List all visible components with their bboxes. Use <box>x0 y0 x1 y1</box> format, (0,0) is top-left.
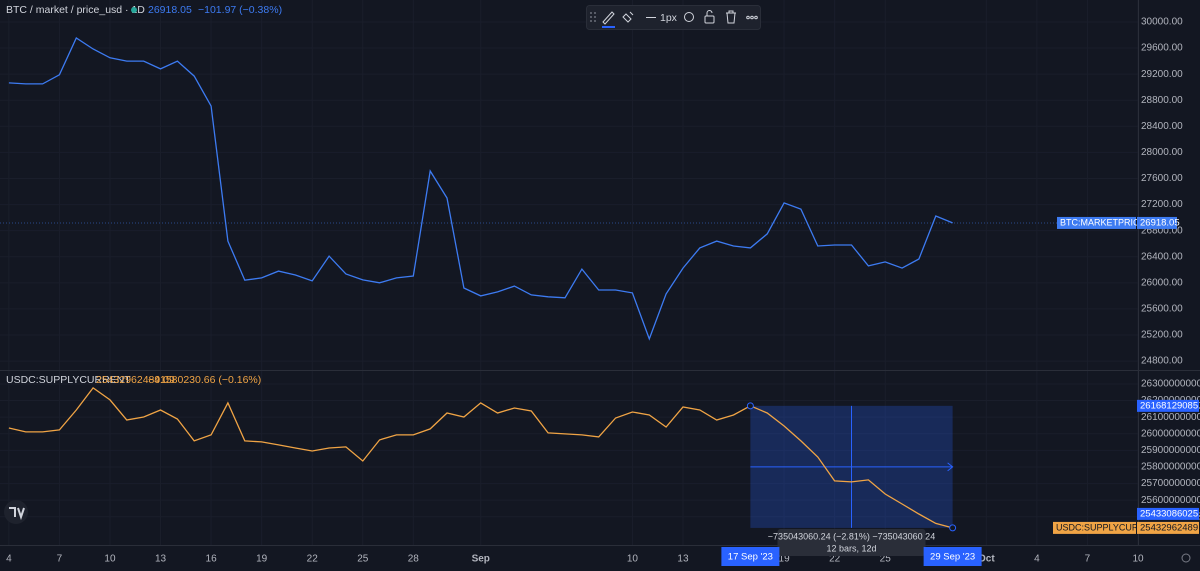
price-tag-name: USDC:SUPPLYCURRENT <box>1056 522 1163 532</box>
x-tick-label: 10 <box>1132 554 1144 565</box>
fill-icon[interactable] <box>622 11 634 23</box>
y-tick-label: 29200.00 <box>1141 69 1183 80</box>
more-icon[interactable] <box>746 15 758 20</box>
tv-logo[interactable] <box>4 500 28 524</box>
x-tick-label: 16 <box>206 554 218 565</box>
x-tick-label: 19 <box>779 554 791 565</box>
measure-label-bg <box>777 529 926 556</box>
series-line <box>8 387 953 529</box>
pencil-icon[interactable] <box>602 11 615 25</box>
y-tick-label: 26400.00 <box>1141 251 1183 262</box>
plot-layer: 24800.00 25200.00 25600.00 26000.00 26400.00… <box>0 17 1200 566</box>
y-tick-label: 25600000000.00 <box>1141 495 1200 506</box>
time-range-tag <box>721 547 780 566</box>
y-tick-label: 29600.00 <box>1141 43 1183 54</box>
y-tick-label: 26100000000.00 <box>1141 412 1200 423</box>
y-tick-label: 28400.00 <box>1141 121 1183 132</box>
price-tag-value-bg <box>1137 216 1177 229</box>
measure-price-label: 25433086025.74 <box>1140 508 1200 519</box>
y-tick-label: 26000.00 <box>1141 277 1183 288</box>
measure-change: −735043060.24 (−2.81%) −735043060 24 <box>768 531 935 541</box>
price-tag-value: 25432962489.09 <box>1140 522 1200 533</box>
x-tick-label: 28 <box>408 554 420 565</box>
series-title: BTC / market / price_usd · 1D <box>6 4 145 16</box>
price-tag-name-bg <box>1053 521 1136 534</box>
x-tick-label: 13 <box>677 554 689 565</box>
y-tick-label: 26800.00 <box>1141 225 1183 236</box>
x-tick-label: 4 <box>6 554 12 565</box>
change-value: −41580230.66 (−0.16%) <box>148 374 261 386</box>
measure-price-label: 26168129085.98 <box>1140 400 1200 411</box>
measure-bars: 12 bars, 12d <box>826 543 876 553</box>
x-tick-label: 4 <box>1034 554 1040 565</box>
y-tick-label: 26300000000.00 <box>1141 379 1200 390</box>
price-tag-value-bg <box>1137 521 1199 534</box>
x-tick-label: 25 <box>357 554 369 565</box>
last-value: 26918.05 <box>148 4 192 16</box>
measure-handle[interactable] <box>949 524 957 532</box>
lock-icon[interactable] <box>704 15 715 24</box>
delete-icon[interactable] <box>726 10 736 24</box>
series-line <box>8 37 953 341</box>
drag-handle <box>590 12 596 22</box>
settings-icon[interactable] <box>684 12 694 22</box>
y-tick-label: 25900000000.00 <box>1141 445 1200 456</box>
x-tick-label: 10 <box>627 554 639 565</box>
time-range-label: 17 Sep '23 <box>728 552 773 563</box>
grid <box>0 0 1138 545</box>
last-value: 25432962489.09 <box>96 374 175 386</box>
time-range-tag <box>923 547 982 566</box>
axis-settings-icon[interactable] <box>1181 553 1191 563</box>
time-range-label: 29 Sep '23 <box>930 552 975 563</box>
x-tick-label: Oct <box>978 554 995 565</box>
y-tick-label: 25600.00 <box>1141 304 1183 315</box>
change-value: −101.97 (−0.38%) <box>198 4 282 16</box>
x-tick-label: 13 <box>155 554 167 565</box>
y-tick-label: 27600.00 <box>1141 173 1183 184</box>
price-tag-name-bg <box>1057 216 1136 229</box>
measure-price-tag <box>1137 507 1199 520</box>
y-tick-label: 25700000000.00 <box>1141 478 1200 489</box>
y-tick-label: 24800.00 <box>1141 356 1183 367</box>
x-tick-label: 22 <box>307 554 319 565</box>
toolbar-bg <box>586 5 761 30</box>
y-tick-label: 27200.00 <box>1141 199 1183 210</box>
status-dot <box>131 7 137 13</box>
measure-price-tag <box>1137 399 1199 412</box>
x-tick-label: 19 <box>256 554 268 565</box>
series-title: USDC:SUPPLYCURRENT <box>6 374 131 386</box>
price-tag-name: BTC:MARKETPRICEUSD <box>1060 217 1165 227</box>
y-tick-label: 28800.00 <box>1141 95 1183 106</box>
x-tick-label: 22 <box>829 554 841 565</box>
x-tick-label: Sep <box>472 554 490 565</box>
measure-handle[interactable] <box>746 402 754 410</box>
line-width-label[interactable]: 1px <box>660 12 678 24</box>
lock-shackle <box>706 10 713 16</box>
measure-arrow <box>947 462 954 472</box>
x-tick-label: 10 <box>104 554 116 565</box>
x-tick-label: 7 <box>1085 554 1091 565</box>
y-tick-label: 26000000000.00 <box>1141 428 1200 439</box>
price-tag-value: 26918.05 <box>1140 217 1180 228</box>
y-tick-label: 25200.00 <box>1141 330 1183 341</box>
y-tick-label: 28000.00 <box>1141 147 1183 158</box>
y-tick-label: 30000.00 <box>1141 17 1183 28</box>
x-tick-label: 25 <box>880 554 892 565</box>
drawing-toolbar: 1px <box>586 5 761 30</box>
x-tick-label: 7 <box>57 554 63 565</box>
y-tick-label: 25800000000.00 <box>1141 462 1200 473</box>
